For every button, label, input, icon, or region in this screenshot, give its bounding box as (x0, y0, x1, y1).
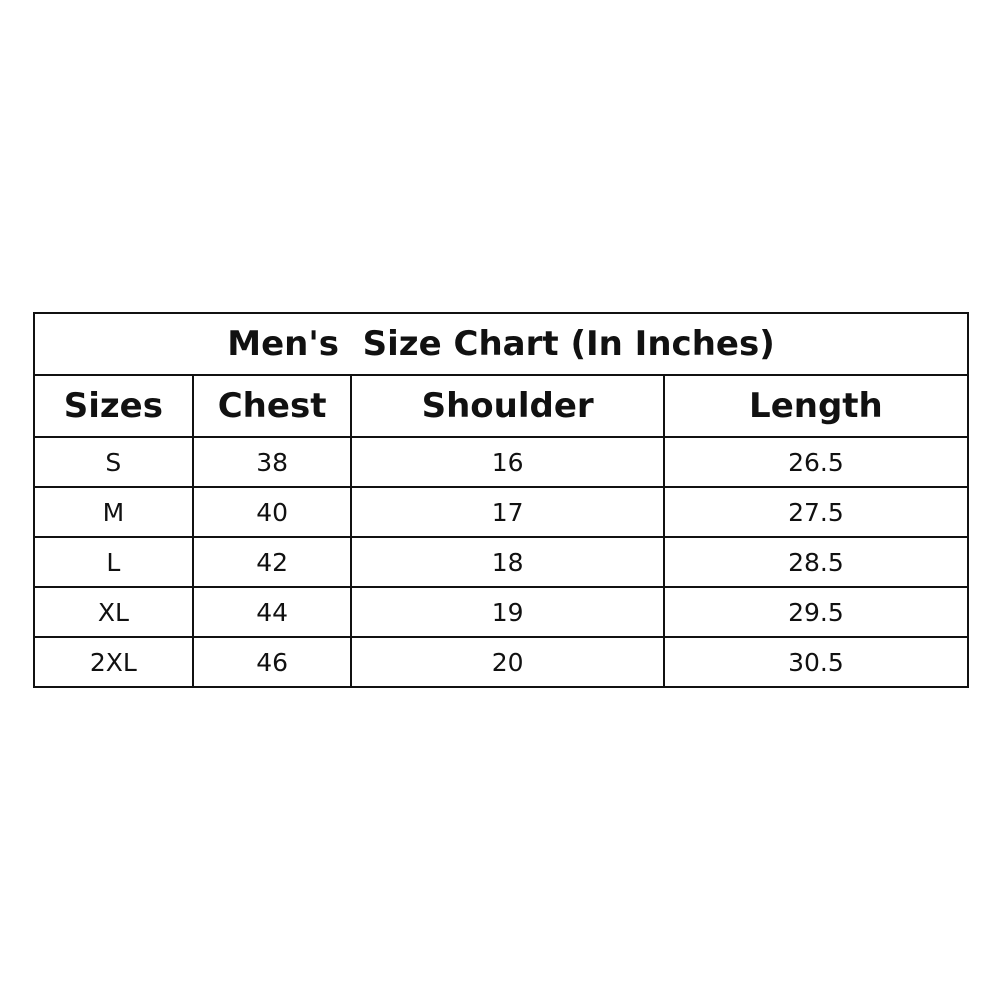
cell-length: 29.5 (662, 586, 970, 638)
cell-shoulder: 18 (350, 536, 665, 588)
cell-chest: 38 (191, 436, 353, 488)
table-row: L 42 18 28.5 (33, 536, 970, 588)
cell-size: 2XL (33, 636, 194, 688)
cell-size: M (33, 486, 194, 538)
cell-length: 26.5 (662, 436, 970, 488)
table-row: S 38 16 26.5 (33, 436, 970, 488)
header-chest: Chest (191, 374, 353, 438)
cell-size: S (33, 436, 194, 488)
cell-shoulder: 19 (350, 586, 665, 638)
cell-shoulder: 17 (350, 486, 665, 538)
cell-length: 30.5 (662, 636, 970, 688)
table-row: 2XL 46 20 30.5 (33, 636, 970, 688)
cell-chest: 42 (191, 536, 353, 588)
size-chart-table: Men's Size Chart (In Inches) Sizes Chest… (33, 312, 970, 688)
cell-chest: 40 (191, 486, 353, 538)
table-row: M 40 17 27.5 (33, 486, 970, 538)
header-sizes: Sizes (33, 374, 194, 438)
header-row: Sizes Chest Shoulder Length (33, 374, 970, 438)
cell-shoulder: 16 (350, 436, 665, 488)
cell-length: 27.5 (662, 486, 970, 538)
cell-size: XL (33, 586, 194, 638)
header-shoulder: Shoulder (350, 374, 665, 438)
table-title: Men's Size Chart (In Inches) (33, 312, 969, 376)
header-length: Length (662, 374, 970, 438)
cell-chest: 44 (191, 586, 353, 638)
cell-size: L (33, 536, 194, 588)
cell-shoulder: 20 (350, 636, 665, 688)
table-row: XL 44 19 29.5 (33, 586, 970, 638)
cell-length: 28.5 (662, 536, 970, 588)
title-row: Men's Size Chart (In Inches) (33, 312, 969, 376)
cell-chest: 46 (191, 636, 353, 688)
